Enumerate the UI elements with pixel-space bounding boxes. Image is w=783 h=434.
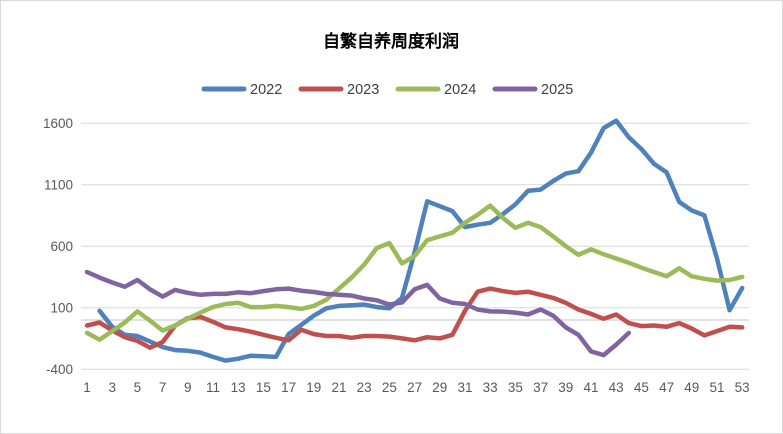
x-tick-label: 27 (407, 380, 422, 395)
x-tick-label: 31 (457, 380, 472, 395)
series-line-2025[interactable] (84, 269, 632, 358)
x-tick-label: 41 (583, 380, 598, 395)
x-tick-label: 39 (558, 380, 573, 395)
x-tick-label: 5 (134, 380, 142, 395)
x-tick-label: 19 (306, 380, 321, 395)
y-tick-label: 1100 (44, 178, 73, 193)
x-tick-label: 17 (281, 380, 296, 395)
legend-label-2022: 2022 (250, 82, 282, 98)
y-tick-label: 600 (50, 239, 73, 254)
x-tick-label: 3 (108, 380, 116, 395)
legend-item-2023[interactable]: 2023 (298, 82, 379, 98)
y-tick-label: 100 (50, 301, 73, 316)
legend-label-2025: 2025 (541, 82, 573, 98)
legend: 2022 2023 2024 2025 (201, 82, 573, 98)
legend-label-2024: 2024 (444, 82, 476, 98)
x-tick-label: 43 (609, 380, 624, 395)
x-tick-label: 23 (357, 380, 372, 395)
series-lines (84, 118, 745, 363)
x-tick-label: 37 (533, 380, 548, 395)
x-tick-label: 35 (508, 380, 523, 395)
x-tick-label: 51 (709, 380, 724, 395)
x-tick-label: 29 (432, 380, 447, 395)
x-tick-label: 47 (659, 380, 674, 395)
chart-title: 自繁自养周度利润 (323, 31, 459, 51)
legend-item-2022[interactable]: 2022 (201, 82, 282, 98)
legend-label-2023: 2023 (347, 82, 379, 98)
x-tick-label: 25 (382, 380, 397, 395)
x-tick-label: 49 (684, 380, 699, 395)
series-line-2024[interactable] (84, 203, 745, 342)
x-tick-label: 53 (735, 380, 750, 395)
x-axis-labels: 1 3 5 7 9 11 13 15 17 19 21 23 25 27 29 31 33 35 37 39 41 43 4… (83, 380, 749, 395)
x-tick-label: 15 (256, 380, 271, 395)
x-tick-label: 7 (159, 380, 167, 395)
y-axis-labels: 1600 1100 600 100 -400 (43, 116, 73, 377)
x-tick-label: 21 (331, 380, 346, 395)
x-tick-label: 9 (184, 380, 192, 395)
x-tick-label: 33 (483, 380, 498, 395)
x-tick-label: 45 (634, 380, 649, 395)
x-tick-label: 1 (83, 380, 91, 395)
series-line-2022[interactable] (97, 118, 745, 363)
y-tick-label: 1600 (43, 116, 73, 131)
series-line-2023[interactable] (84, 286, 745, 350)
x-tick-label: 11 (206, 380, 220, 395)
x-tick-label: 13 (231, 380, 246, 395)
legend-item-2024[interactable]: 2024 (395, 82, 476, 98)
legend-item-2025[interactable]: 2025 (492, 82, 573, 98)
y-tick-label: -400 (46, 362, 73, 377)
